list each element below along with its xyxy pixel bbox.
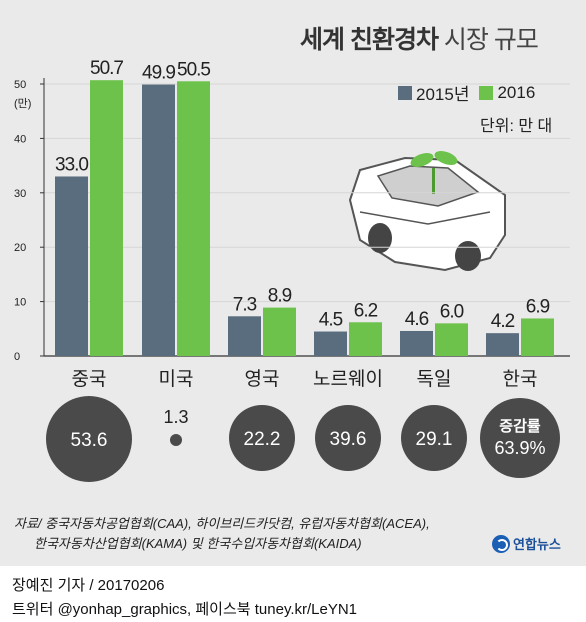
bar-2016 [263, 307, 296, 356]
y-tick-label: 10 [14, 297, 26, 309]
chart-title: 세계 친환경차 시장 규모 [300, 20, 539, 56]
bar-2015 [228, 316, 261, 356]
growth-circle [480, 398, 560, 478]
bar-value-label: 6.2 [354, 300, 378, 321]
bar-value-label: 50.5 [177, 59, 210, 80]
legend-item-2016: 2016 [479, 83, 535, 103]
bar-2015 [314, 331, 347, 356]
growth-header-label: 증감률 [499, 417, 541, 435]
growth-dot [170, 434, 182, 446]
growth-rate-label: 53.6 [71, 430, 108, 451]
growth-rate-label: 39.6 [330, 429, 367, 450]
chart-title-bold: 세계 친환경차 [300, 26, 439, 54]
legend-label-2015: 2015년 [416, 85, 470, 104]
category-label: 노르웨이 [313, 368, 383, 390]
legend: 2015년 2016 [398, 80, 535, 105]
credit-author: 장예진 기자 / 20170206 [12, 577, 165, 594]
growth-rate-label: 22.2 [244, 429, 281, 450]
legend-label-2016: 2016 [497, 82, 536, 102]
yonhap-logo: 연합뉴스 [492, 534, 561, 553]
bar-2015 [486, 333, 519, 356]
bar-value-label: 4.5 [319, 310, 343, 331]
credit: 장예진 기자 / 20170206 트위터 @yonhap_graphics, … [12, 574, 357, 622]
yonhap-logo-icon [492, 534, 510, 553]
bar-2016 [177, 81, 210, 356]
growth-circle [401, 405, 467, 471]
growth-rate-label: 63.9% [494, 438, 545, 458]
bar-value-label: 6.9 [526, 296, 550, 317]
bar-2016 [435, 323, 468, 356]
bar-value-label: 7.3 [233, 294, 257, 315]
legend-swatch-2015 [398, 85, 412, 100]
category-label: 미국 [159, 368, 194, 390]
y-tick-label: 0 [14, 351, 20, 363]
category-label: 중국 [72, 368, 107, 390]
bar-value-label: 50.7 [90, 58, 123, 79]
bar-value-label: 4.6 [405, 309, 429, 330]
source-line-1: 자료/ 중국자동차공업협회(CAA), 하이브리드카닷컴, 유럽자동차협회(AC… [14, 516, 430, 531]
category-label: 독일 [417, 368, 452, 390]
growth-circle [46, 396, 132, 482]
yonhap-logo-text: 연합뉴스 [513, 537, 561, 552]
y-axis-unit: (만) [14, 98, 32, 110]
bar-2016 [90, 80, 123, 356]
bar-value-label: 49.9 [142, 63, 175, 84]
bar-value-label: 8.9 [268, 286, 292, 307]
bar-value-label: 4.2 [491, 311, 515, 332]
bar-2015 [400, 330, 433, 356]
chart-title-light: 시장 규모 [443, 26, 539, 54]
growth-rate-label: 1.3 [163, 407, 188, 427]
bar-2015 [142, 84, 175, 356]
credit-social: 트위터 @yonhap_graphics, 페이스북 tuney.kr/LeYN… [12, 601, 358, 618]
source-note: 자료/ 중국자동차공업협회(CAA), 하이브리드카닷컴, 유럽자동차협회(AC… [14, 514, 430, 554]
car-illustration [348, 151, 506, 272]
y-tick-label: 20 [14, 242, 26, 254]
bar-2016 [521, 318, 554, 356]
legend-swatch-2016 [479, 85, 494, 100]
bar-2015 [55, 176, 88, 356]
growth-circle [229, 405, 295, 471]
bar-value-label: 6.0 [440, 301, 464, 322]
legend-item-2015: 2015년 [398, 80, 469, 105]
growth-circle [315, 405, 381, 471]
bar-2016 [349, 322, 382, 356]
source-line-2: 한국자동차산업협회(KAMA) 및 한국수입자동차협회(KAIDA) [34, 536, 362, 551]
y-tick-label: 30 [14, 188, 26, 200]
y-tick-label: 50 [14, 79, 26, 91]
category-label: 한국 [503, 368, 538, 390]
growth-rate-label: 29.1 [416, 429, 453, 450]
category-label: 영국 [245, 368, 280, 390]
chart-canvas: 0 10 20 30 40 50 33.0 50.7 중국 49.9 50.5 미국 7.3 8.9 영국… [14, 58, 570, 482]
unit-label: 단위: 만 대 [480, 118, 553, 135]
y-tick-label: 40 [14, 133, 26, 145]
bar-value-label: 33.0 [55, 154, 88, 175]
